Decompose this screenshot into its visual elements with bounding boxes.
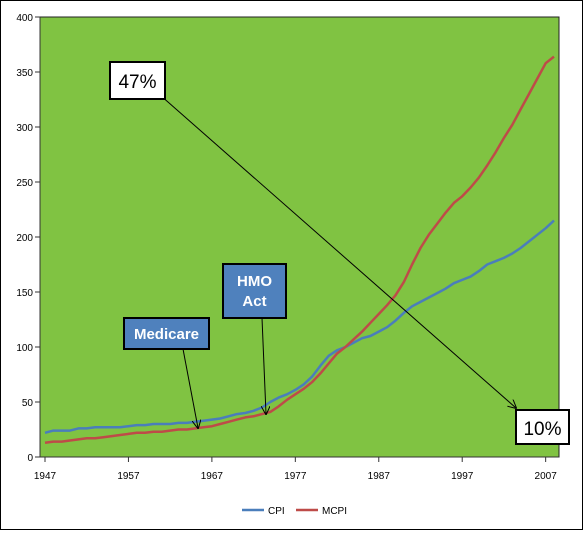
y-tick-label: 400 bbox=[16, 13, 33, 24]
x-tick-label: 1997 bbox=[451, 471, 474, 482]
callout-label-47: 47% bbox=[118, 72, 156, 93]
legend-label-cpi: CPI bbox=[268, 506, 285, 517]
x-tick-label: 1967 bbox=[201, 471, 224, 482]
callout-label-hmo-line: Act bbox=[242, 293, 266, 310]
y-tick-label: 350 bbox=[16, 68, 33, 79]
medicare-arrow bbox=[182, 348, 198, 428]
callout-label-hmo: HMO Act bbox=[237, 273, 272, 310]
legend-label-mcpi: MCPI bbox=[322, 506, 347, 517]
y-tick-label: 300 bbox=[16, 123, 33, 134]
callout-label-10: 10% bbox=[523, 419, 561, 440]
series-line-cpi bbox=[44, 219, 555, 435]
legend: CPI MCPI bbox=[242, 506, 347, 517]
trend-arrow bbox=[159, 94, 516, 408]
y-tick-label: 200 bbox=[16, 233, 33, 244]
x-tick-label: 1977 bbox=[284, 471, 307, 482]
callout-box-medicare bbox=[123, 317, 210, 350]
y-tick-label: 0 bbox=[27, 453, 33, 464]
x-tick-label: 1987 bbox=[368, 471, 391, 482]
callout-box-10 bbox=[515, 409, 570, 445]
y-tick-label: 50 bbox=[22, 398, 34, 409]
y-tick-label: 150 bbox=[16, 288, 33, 299]
axis-layer: 0 50 100 150 200 250 300 350 400 1947 1957 1967 1977… bbox=[16, 13, 559, 482]
callout-box-hmo bbox=[222, 263, 287, 319]
hmo-arrow bbox=[262, 317, 266, 414]
y-tick-label: 100 bbox=[16, 343, 33, 354]
x-tick-label: 2007 bbox=[535, 471, 558, 482]
callout-box-47 bbox=[109, 61, 166, 100]
callout-label-hmo-line: HMO bbox=[237, 273, 272, 290]
callout-label-medicare: Medicare bbox=[134, 326, 199, 343]
y-tick-label: 250 bbox=[16, 178, 33, 189]
x-tick-label: 1957 bbox=[117, 471, 140, 482]
x-tick-label: 1947 bbox=[34, 471, 57, 482]
annotation-layer: 47% 10% Medicare HMO Act bbox=[109, 61, 570, 445]
series-layer bbox=[44, 55, 555, 444]
series-line-mcpi bbox=[44, 55, 555, 444]
